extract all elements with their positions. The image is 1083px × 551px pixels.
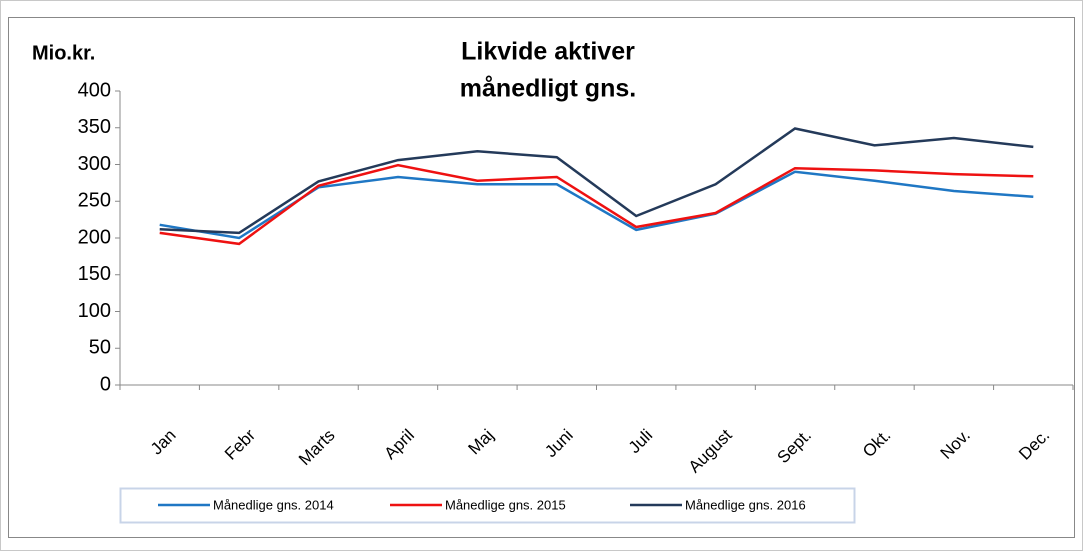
y-tick-label: 300 [78,153,111,175]
chart-area [8,17,1075,538]
series-line [159,163,1034,246]
y-tick-label: 0 [100,373,111,395]
legend [119,487,856,524]
legend-label: Månedlige gns. 2014 [213,497,334,512]
legend-label: Månedlige gns. 2016 [685,497,806,512]
y-tick-label: 100 [78,300,111,322]
legend-label: Månedlige gns. 2015 [445,497,566,512]
y-tick-label: 150 [78,263,111,285]
y-tick-label: 350 [78,116,111,138]
series-line [159,127,1034,235]
chart-title: Likvide aktiver [461,38,635,66]
y-tick-label: 50 [89,337,111,359]
y-tick-label: 200 [78,226,111,248]
y-axis-label: Mio.kr. [32,42,95,64]
y-tick-label: 400 [78,79,111,101]
y-tick-label: 250 [78,190,111,212]
chart-subtitle: månedligt gns. [460,75,636,103]
